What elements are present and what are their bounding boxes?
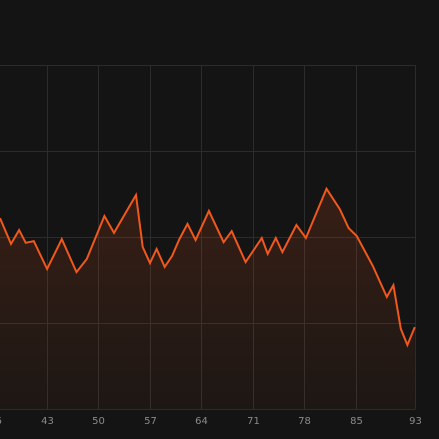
area [0, 188, 415, 409]
x-tick-label: 93 [409, 416, 422, 427]
x-tick-label: 43 [41, 416, 54, 427]
x-tick-label: 50 [92, 416, 105, 427]
x-tick-label: 64 [195, 416, 208, 427]
grid [0, 65, 416, 410]
line [0, 186, 416, 348]
x-tick-label: 36 [0, 416, 2, 427]
x-tick-label: 85 [350, 416, 363, 427]
plot [0, 186, 416, 409]
x-tick-label: 78 [298, 416, 311, 427]
x-tick-label: 71 [247, 416, 260, 427]
axis-labels: 36 43 50 57 64 71 78 85 93 [0, 416, 422, 427]
x-tick-label: 57 [144, 416, 157, 427]
